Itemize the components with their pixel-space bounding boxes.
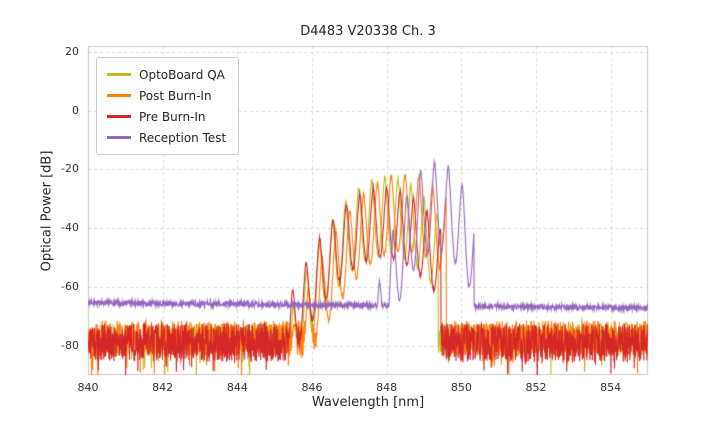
x-tick-label: 850 (450, 381, 472, 394)
legend-line-swatch (107, 115, 131, 118)
y-tick-label: -20 (61, 162, 79, 176)
legend-item: Pre Burn-In (107, 106, 226, 127)
x-tick-label: 840 (77, 381, 99, 394)
y-tick-label: -80 (61, 338, 79, 352)
y-tick-label: 0 (72, 103, 79, 117)
y-tick-label: -40 (61, 221, 79, 235)
chart-title: D4483 V20338 Ch. 3 (300, 24, 436, 39)
legend-item: Post Burn-In (107, 85, 226, 106)
legend-label: Post Burn-In (139, 88, 212, 103)
legend-item: Reception Test (107, 127, 226, 148)
x-tick-label: 842 (152, 381, 174, 394)
legend-label: Pre Burn-In (139, 109, 206, 124)
legend-item: OptoBoard QA (107, 64, 226, 85)
legend-line-swatch (107, 136, 131, 139)
legend-line-swatch (107, 73, 131, 76)
x-tick-label: 844 (226, 381, 248, 394)
legend-label: Reception Test (139, 130, 227, 145)
legend-label: OptoBoard QA (139, 67, 225, 82)
x-tick-label: 852 (525, 381, 547, 394)
x-tick-label: 846 (301, 381, 323, 394)
x-tick-label: 854 (600, 381, 622, 394)
legend: OptoBoard QA Post Burn-In Pre Burn-In Recep… (96, 57, 240, 155)
x-tick-label: 848 (376, 381, 398, 394)
y-tick-label: 20 (65, 44, 79, 58)
y-tick-label: -60 (61, 279, 79, 293)
legend-line-swatch (107, 94, 131, 97)
x-axis-label: Wavelength [nm] (311, 395, 425, 410)
